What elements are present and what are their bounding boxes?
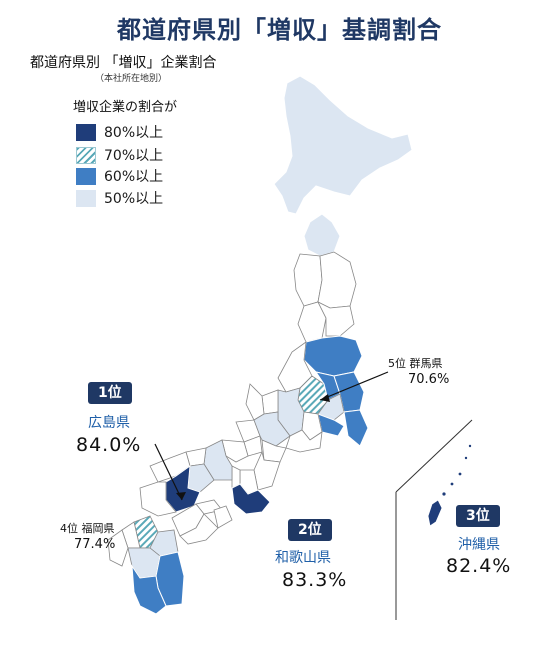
rank2-pref: 和歌山県 <box>275 550 331 566</box>
legend-swatch-60 <box>76 167 96 185</box>
legend-swatch-70 <box>76 146 96 164</box>
wakayama <box>231 483 271 515</box>
rank5-label: 5位 群馬県 <box>388 357 443 370</box>
miyagi <box>317 301 355 337</box>
tokushima <box>213 505 233 529</box>
akita <box>293 253 323 307</box>
legend-item-60: 60%以上 <box>76 166 163 186</box>
legend-item-70: 70%以上 <box>76 145 163 165</box>
legend-swatch-50 <box>76 189 96 207</box>
hokkaido <box>273 75 413 215</box>
toyama <box>261 389 279 415</box>
kochi <box>179 513 219 545</box>
rank5-value: 70.6% <box>408 372 450 387</box>
yamaguchi <box>139 481 177 517</box>
leader-hiroshima <box>154 443 183 501</box>
legend-item-80: 80%以上 <box>76 122 163 142</box>
map-subtitle: 都道府県別 「増収」企業割合 <box>30 55 217 71</box>
rank3-value: 82.4% <box>446 555 512 577</box>
rank2-badge: 2位 <box>288 519 332 541</box>
fukushima <box>303 335 363 377</box>
legend-label-80: 80%以上 <box>104 125 164 141</box>
legend-label-50: 50%以上 <box>104 191 164 207</box>
okinawa-inset-frame <box>395 419 473 493</box>
rank4-label: 4位 福岡県 <box>60 522 115 535</box>
ishikawa <box>245 383 265 421</box>
aomori <box>303 213 341 257</box>
rank1-badge: 1位 <box>88 382 132 404</box>
kagoshima <box>131 564 167 615</box>
page-title: 都道府県別「増収」基調割合 <box>117 16 442 44</box>
nagasaki <box>107 529 129 567</box>
legend-swatch-80 <box>76 123 96 141</box>
okinawa <box>427 499 443 527</box>
iwate <box>317 251 357 309</box>
map-subnote: （本社所在地別） <box>95 74 168 84</box>
rank3-pref: 沖縄県 <box>458 537 500 553</box>
legend-label-70: 70%以上 <box>104 148 164 164</box>
legend-item-50: 50%以上 <box>76 188 163 208</box>
rank4-value: 77.4% <box>74 537 116 552</box>
legend-title: 増収企業の割合が <box>73 100 178 115</box>
chiba <box>343 409 369 447</box>
gifu <box>253 411 291 447</box>
legend-label-60: 60%以上 <box>104 169 164 185</box>
shizuoka <box>285 429 323 453</box>
rank2-value: 83.3% <box>282 569 348 591</box>
rank1-value: 84.0% <box>76 434 142 456</box>
rank1-pref: 広島県 <box>88 415 130 431</box>
rank3-badge: 3位 <box>456 505 500 527</box>
aichi <box>261 439 287 463</box>
leader-gunma <box>319 371 389 401</box>
